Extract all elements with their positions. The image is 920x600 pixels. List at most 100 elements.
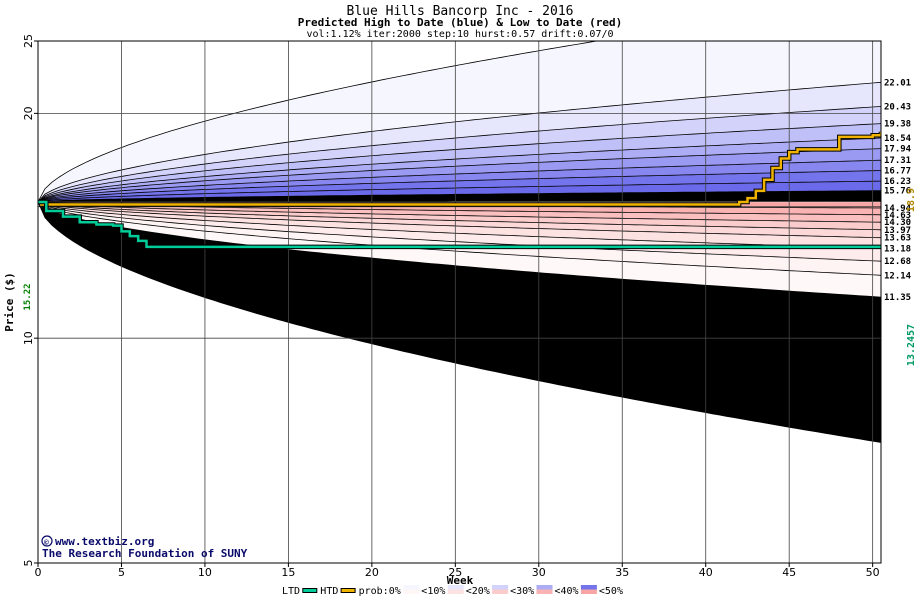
y-tick-label-25: 25 <box>22 34 35 48</box>
quantile-line-low-p1 <box>38 201 881 298</box>
end-label: 14.30 <box>884 218 911 228</box>
chart-params: vol:1.12% iter:2000 step:10 hurst:0.57 d… <box>306 29 613 40</box>
legend-swatch-blue-1 <box>447 585 464 590</box>
probability-bands <box>38 41 881 443</box>
band-low-p7 <box>38 202 881 223</box>
x-tick-label-40: 40 <box>699 566 713 579</box>
legend-label-ltd: LTD <box>282 586 300 597</box>
series-lines <box>38 131 881 250</box>
legend-label-lt-40: <40% <box>555 586 579 597</box>
legend-swatch-red-0 <box>403 589 420 594</box>
end-label: 13.63 <box>884 234 911 244</box>
quantile-line-high-p6 <box>38 159 881 203</box>
legend-swatch-blue-4 <box>580 585 597 590</box>
band-high-p6 <box>38 148 881 202</box>
quantile-line-low-outer <box>38 201 881 443</box>
quantile-line-high-p1 <box>38 81 881 203</box>
band-low-outer <box>38 202 881 443</box>
legend-label-lt-10: <10% <box>421 586 445 597</box>
quantile-line-high-p8 <box>38 180 881 203</box>
legend-swatch-htd <box>341 589 355 592</box>
quantile-line-high-p2 <box>38 106 881 203</box>
x-tick-label-35: 35 <box>615 566 629 579</box>
end-label: 19.38 <box>884 120 911 130</box>
credit-org: The Research Foundation of SUNY <box>42 547 248 560</box>
end-label: 17.31 <box>884 156 911 166</box>
legend-swatch-blue-3 <box>536 585 553 590</box>
ltd-final-label: 13.2457 <box>906 324 917 366</box>
legend-swatch-red-4 <box>580 589 597 594</box>
quantile-line-low-p6 <box>38 201 881 231</box>
start-price-label: 15.22 <box>23 283 33 310</box>
quantile-line-high-p5 <box>38 148 881 203</box>
y-tick-label-5: 5 <box>22 560 35 567</box>
plot-frame <box>37 40 882 564</box>
x-tick-label-0: 0 <box>35 566 42 579</box>
grid-lines <box>38 41 881 563</box>
band-high-p8 <box>38 170 881 202</box>
quantile-line-high-p7 <box>38 170 881 203</box>
legend-swatch-red-2 <box>492 589 509 594</box>
x-tick-label-10: 10 <box>198 566 212 579</box>
end-label: 18.54 <box>884 134 912 144</box>
end-label: 15.76 <box>884 187 911 197</box>
htd-line <box>38 131 881 206</box>
htd-final-label: 18.9 <box>906 188 917 212</box>
end-label: 13.18 <box>884 245 911 255</box>
x-tick-label-50: 50 <box>866 566 880 579</box>
chart-title: Blue Hills Bancorp Inc - 2016 <box>347 4 574 19</box>
end-label: 14.94 <box>884 204 912 214</box>
band-low-p2 <box>38 202 881 276</box>
legend-swatch-ltd <box>303 589 317 592</box>
band-high-inner <box>38 190 881 202</box>
legend-label-lt-20: <20% <box>466 586 490 597</box>
x-tick-label-25: 25 <box>448 566 462 579</box>
end-label: 12.14 <box>884 271 912 281</box>
legend: LTD HTD prob:0% <10% <20% <30% <40% <50% <box>282 585 623 597</box>
end-label: 20.43 <box>884 102 911 112</box>
band-high-p1 <box>38 41 881 202</box>
copyright-icon <box>41 535 53 547</box>
quantile-line-low-p3 <box>38 201 881 262</box>
band-low-p4 <box>38 202 881 249</box>
end-label: 14.63 <box>884 211 911 221</box>
band-high-p7 <box>38 160 881 202</box>
quantile-line-high-p3 <box>38 123 881 203</box>
x-tick-label-5: 5 <box>118 566 125 579</box>
quantile-line-low-p5 <box>38 201 881 239</box>
band-high-p5 <box>38 138 881 202</box>
band-high-p3 <box>38 106 881 202</box>
copyright-symbol: © <box>44 538 49 547</box>
end-label: 22.01 <box>884 78 911 88</box>
legend-swatch-blue-2 <box>492 585 509 590</box>
end-label: 11.35 <box>884 293 911 303</box>
band-low-p5 <box>38 202 881 238</box>
ltd-line <box>38 200 881 249</box>
x-tick-label-20: 20 <box>365 566 379 579</box>
x-axis-label: Week <box>447 574 474 587</box>
legend-label-lt-30: <30% <box>510 586 534 597</box>
quantile-line-high-p9 <box>38 190 881 203</box>
band-high-p4 <box>38 123 881 202</box>
y-axis-label: Price ($) <box>3 272 16 332</box>
legend-label-htd: HTD <box>320 586 338 597</box>
legend-swatch-blue-0 <box>403 585 420 590</box>
x-tick-label-45: 45 <box>782 566 796 579</box>
end-label: 12.68 <box>884 257 911 267</box>
end-labels: 22.01 20.43 19.38 18.5417.9417.3116.7716.23… <box>884 78 912 303</box>
end-label: 16.23 <box>884 177 911 187</box>
y-tick-label-20: 20 <box>22 106 35 120</box>
end-label: 17.94 <box>884 145 912 155</box>
quantile-line-high-outer <box>38 41 600 203</box>
credit-url: www.textbiz.org <box>55 535 154 548</box>
credit: © www.textbiz.org The Research Foundatio… <box>41 535 248 560</box>
band-low-p1 <box>38 202 881 298</box>
legend-label-prob-0: prob:0% <box>359 586 401 597</box>
y-tick-label-10: 10 <box>22 331 35 345</box>
legend-swatch-red-1 <box>447 589 464 594</box>
band-high-p2 <box>38 82 881 202</box>
chart-subtitle: Predicted High to Date (blue) & Low to D… <box>298 16 623 29</box>
x-tick-label-15: 15 <box>281 566 295 579</box>
